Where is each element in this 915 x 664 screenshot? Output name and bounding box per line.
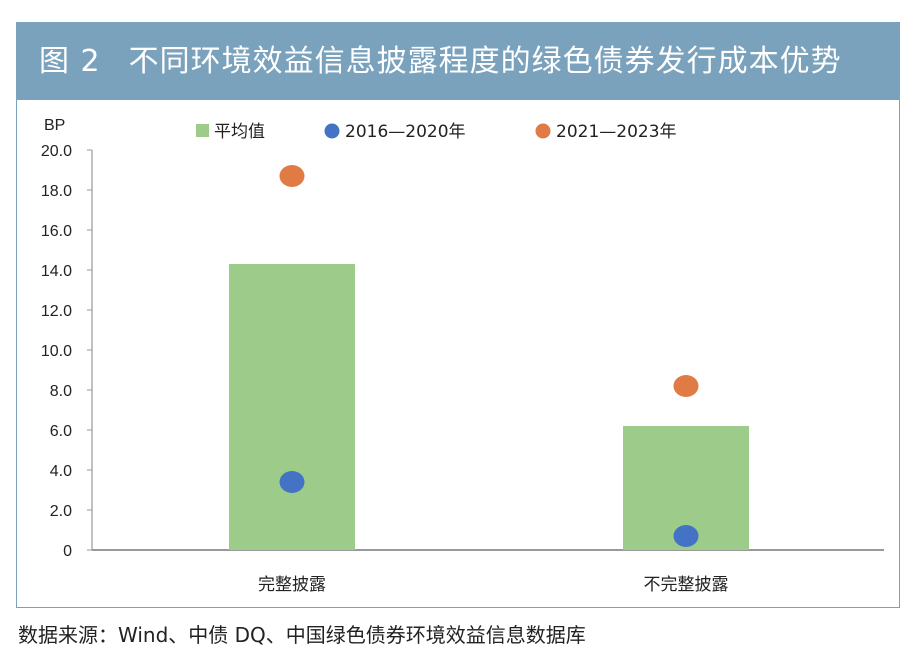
y-tick-label: 2.0 (50, 503, 72, 520)
y-axis-unit-label: BP (44, 117, 65, 134)
legend-swatch-2016-2020 (324, 123, 340, 139)
legend-label-2016-2020: 2016—2020年 (345, 122, 466, 142)
legend-swatch-average (196, 124, 209, 137)
point-2021-2023 (279, 165, 305, 187)
point-2016-2020 (673, 525, 699, 547)
legend-swatch-2021-2023 (535, 123, 551, 139)
legend-label-average: 平均值 (214, 122, 265, 142)
y-tick-label: 0 (63, 543, 72, 560)
chart-frame: 图 2 不同环境效益信息披露程度的绿色债券发行成本优势 (16, 22, 900, 608)
figure-title-bar: 图 2 不同环境效益信息披露程度的绿色债券发行成本优势 (17, 23, 899, 100)
chart-bars (229, 264, 749, 550)
point-2016-2020 (279, 471, 305, 493)
legend-label-2021-2023: 2021—2023年 (556, 122, 677, 142)
y-tick-label: 18.0 (41, 183, 72, 200)
chart-points (279, 165, 699, 547)
bar-full-disclosure (229, 264, 355, 550)
y-tick-label: 16.0 (41, 223, 72, 240)
chart-axes: BP 20.0 18.0 16.0 14.0 12.0 10.0 8.0 6.0 4.0 2.0 0 完… (41, 117, 884, 595)
source-note: 数据来源：Wind、中债 DQ、中国绿色债券环境效益信息数据库 (18, 623, 586, 647)
chart-legend: 平均值 2016—2020年 2021—2023年 (196, 122, 677, 142)
y-tick-label: 4.0 (50, 463, 72, 480)
figure-title: 不同环境效益信息披露程度的绿色债券发行成本优势 (128, 44, 842, 79)
y-tick-label: 20.0 (41, 143, 72, 160)
figure-number: 图 2 (39, 44, 101, 79)
y-tick-label: 14.0 (41, 263, 72, 280)
point-2021-2023 (673, 375, 699, 397)
y-tick-label: 6.0 (50, 423, 72, 440)
x-category-label: 不完整披露 (644, 575, 729, 595)
x-category-label: 完整披露 (258, 575, 326, 595)
y-tick-label: 8.0 (50, 383, 72, 400)
y-tick-label: 10.0 (41, 343, 72, 360)
y-tick-label: 12.0 (41, 303, 72, 320)
